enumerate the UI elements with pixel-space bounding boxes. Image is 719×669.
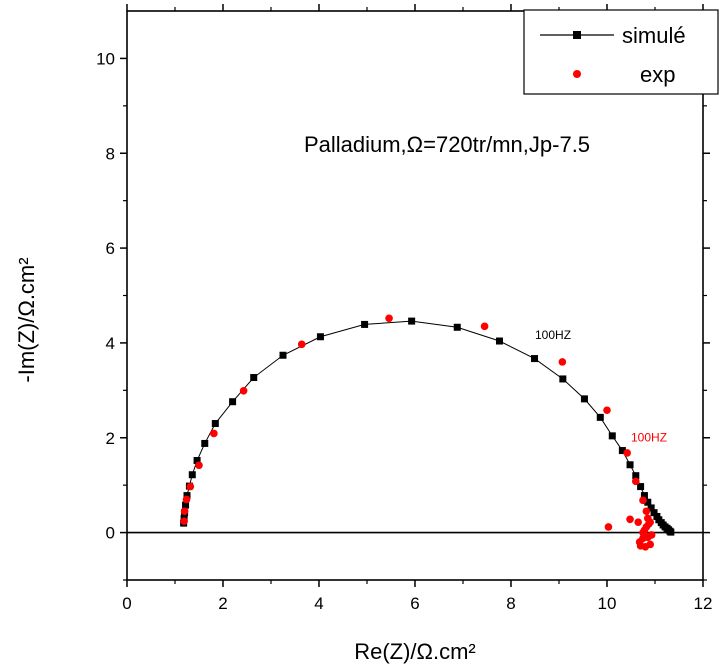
simule-point xyxy=(453,323,461,331)
exp-point xyxy=(634,518,642,526)
legend-exp-label: exp xyxy=(640,62,675,87)
simule-point xyxy=(211,420,219,428)
legend-exp-marker xyxy=(573,70,581,78)
exp-point xyxy=(646,540,654,549)
x-tick-label: 8 xyxy=(506,594,515,613)
y-tick-label: 6 xyxy=(106,239,115,258)
x-tick-label: 2 xyxy=(218,594,227,613)
exp-point xyxy=(626,515,634,524)
simule-point xyxy=(495,337,503,345)
simule-point xyxy=(361,320,369,328)
simule-point xyxy=(229,398,237,406)
simule-point xyxy=(193,457,201,465)
exp-point xyxy=(639,496,647,505)
simule-point xyxy=(559,375,567,383)
y-tick-label: 4 xyxy=(106,334,115,353)
exp-point xyxy=(180,507,189,516)
legend-simule-label: simulé xyxy=(622,23,686,48)
exp-point xyxy=(297,340,306,349)
exp-point xyxy=(210,429,218,438)
simule-point xyxy=(626,461,634,469)
simule-point xyxy=(632,472,640,480)
legend: simulé exp xyxy=(523,9,719,95)
x-tick-label: 0 xyxy=(122,594,131,613)
x-tick-label: 4 xyxy=(314,594,323,613)
x-tick-label: 10 xyxy=(598,594,617,613)
simule-point xyxy=(644,498,652,506)
simule-point xyxy=(182,501,190,509)
simule-point xyxy=(188,471,196,479)
exp-point xyxy=(603,406,611,415)
exp-point xyxy=(632,477,640,486)
simule-point xyxy=(608,432,616,440)
exp-point xyxy=(604,523,613,531)
exp-point xyxy=(642,507,651,516)
simule-point xyxy=(637,483,645,491)
simule-point xyxy=(650,509,658,517)
x-axis-title: Re(Z)/Ω.cm² xyxy=(354,639,476,664)
y-tick-label: 10 xyxy=(96,49,115,68)
exp-point xyxy=(623,449,631,457)
exp-point xyxy=(639,528,647,537)
simule-point xyxy=(279,351,287,359)
legend-simule-marker xyxy=(573,31,581,39)
exp-point xyxy=(480,322,489,331)
simule-point xyxy=(183,492,191,500)
point-labels: 100HZ 100HZ xyxy=(535,328,667,444)
x-tick-label: 6 xyxy=(410,594,419,613)
legend-box xyxy=(523,9,719,95)
simule-point xyxy=(618,447,626,455)
x-tick-label: 12 xyxy=(694,594,713,613)
frequency-label: 100HZ xyxy=(631,431,667,445)
simule-point xyxy=(250,374,258,382)
chart-annotation: Palladium,Ω=720tr/mn,Jp-7.5 xyxy=(304,132,590,157)
y-tick-label: 2 xyxy=(106,429,115,448)
exp-point xyxy=(558,358,567,366)
simule-point xyxy=(531,355,539,363)
y-tick-label: 0 xyxy=(106,524,115,543)
simule-point xyxy=(640,492,648,500)
simule-point xyxy=(201,439,209,447)
simule-point xyxy=(596,413,604,421)
exp-point xyxy=(180,517,188,526)
exp-point xyxy=(239,387,248,395)
simule-point xyxy=(667,528,675,536)
y-axis-title: -Im(Z)/Ω.cm² xyxy=(14,257,39,382)
exp-point xyxy=(182,495,191,504)
exp-point xyxy=(195,461,203,470)
simule-point xyxy=(647,504,655,512)
simule-point xyxy=(580,395,588,403)
simule-point xyxy=(316,333,324,341)
plot-frame xyxy=(126,10,704,581)
axis-ticks: 0 2 4 6 8 10 12 0 2 4 6 8 10 xyxy=(96,4,712,613)
exp-point xyxy=(186,482,195,491)
frequency-label: 100HZ xyxy=(535,328,571,342)
series-exp xyxy=(180,314,656,551)
exp-point xyxy=(385,314,393,323)
y-tick-label: 8 xyxy=(106,144,115,163)
simule-point xyxy=(408,317,416,325)
